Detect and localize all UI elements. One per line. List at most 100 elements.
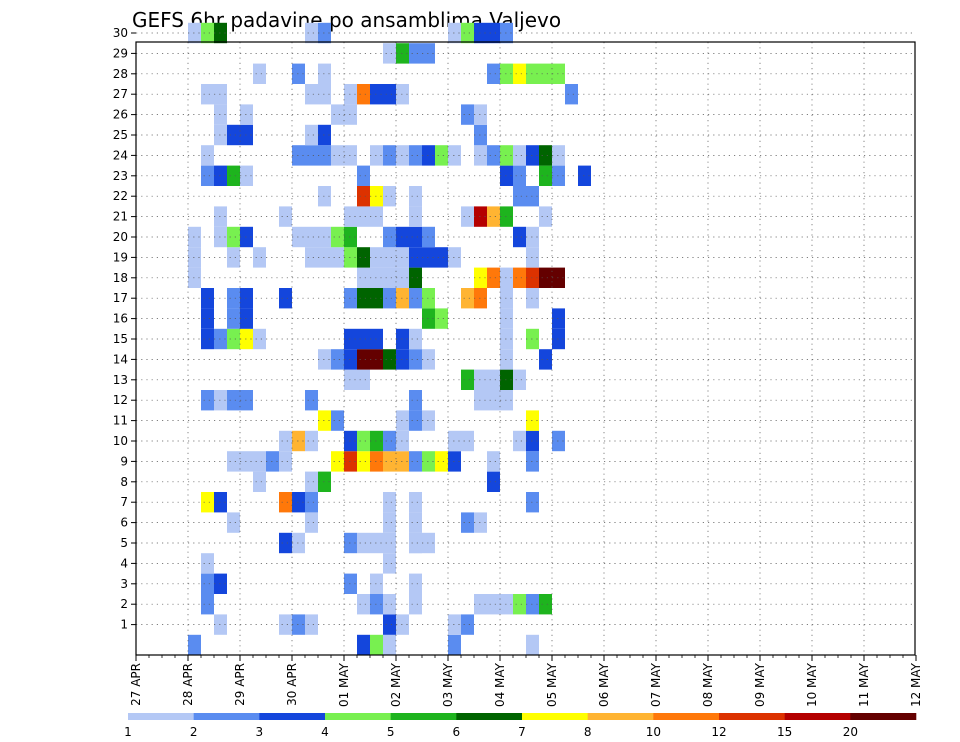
heatmap-cell — [474, 369, 487, 390]
heatmap-cell — [357, 288, 370, 309]
legend-swatch — [456, 713, 523, 720]
heatmap-cell — [305, 22, 318, 44]
heatmap-cell — [396, 349, 409, 370]
x-tick-label: 29 APR — [233, 663, 247, 706]
heatmap-cell — [201, 390, 214, 411]
heatmap-cell — [539, 165, 552, 186]
heatmap-cell — [344, 573, 357, 594]
heatmap-cell — [487, 63, 500, 84]
heatmap-cell — [188, 247, 201, 268]
heatmap-cell — [448, 22, 461, 44]
heatmap-cell — [422, 532, 435, 554]
heatmap-cell — [214, 328, 227, 350]
heatmap-cell — [448, 634, 461, 656]
heatmap-cell — [305, 124, 318, 146]
heatmap-cell — [214, 124, 227, 146]
heatmap-cell — [422, 349, 435, 370]
heatmap-cell — [396, 614, 409, 635]
heatmap-cell — [500, 165, 513, 186]
y-tick-label: 20 — [113, 230, 128, 244]
heatmap-cell — [214, 573, 227, 594]
heatmap-cell — [292, 63, 305, 84]
heatmap-cell — [370, 573, 383, 594]
heatmap-cell — [201, 165, 214, 186]
heatmap-cell — [357, 594, 370, 615]
heatmap-cell — [422, 308, 435, 329]
heatmap-cell — [409, 390, 422, 411]
heatmap-cell — [383, 634, 396, 656]
x-tick-label: 28 APR — [181, 663, 195, 706]
heatmap-cell — [487, 594, 500, 615]
heatmap-cell — [526, 430, 539, 452]
color-legend: 1 2 3 4 5 6 7 8 10 12 15 20 — [124, 713, 917, 739]
heatmap-cell — [318, 186, 331, 207]
heatmap-cells — [188, 22, 591, 656]
heatmap-cell — [357, 165, 370, 186]
x-tick-label: 06 MAY — [597, 662, 611, 707]
heatmap-cell — [448, 430, 461, 452]
heatmap-cell — [214, 22, 227, 44]
heatmap-cell — [552, 165, 565, 186]
y-tick-label: 6 — [120, 516, 128, 530]
heatmap-cell — [422, 247, 435, 268]
heatmap-cell — [240, 308, 253, 329]
heatmap-cell — [461, 614, 474, 635]
heatmap-cell — [526, 634, 539, 656]
heatmap-cell — [357, 186, 370, 207]
y-tick-label: 13 — [113, 373, 128, 387]
y-tick-label: 16 — [113, 312, 128, 326]
heatmap-cell — [331, 247, 344, 268]
heatmap-cell — [409, 349, 422, 370]
y-tick-label: 26 — [113, 108, 128, 122]
heatmap-cell — [526, 145, 539, 166]
y-tick-label: 1 — [120, 618, 128, 632]
y-tick-label: 17 — [113, 291, 128, 305]
heatmap-cell — [266, 451, 279, 472]
heatmap-cell — [370, 186, 383, 207]
heatmap-cell — [370, 247, 383, 268]
heatmap-cell — [227, 390, 240, 411]
heatmap-cell — [357, 430, 370, 452]
heatmap-cell — [552, 328, 565, 350]
x-tick-label: 12 MAY — [909, 662, 923, 707]
heatmap-cell — [383, 451, 396, 472]
heatmap-cell — [500, 308, 513, 329]
y-tick-label: 12 — [113, 393, 128, 407]
heatmap-cell — [409, 532, 422, 554]
x-tick-label: 09 MAY — [753, 662, 767, 707]
heatmap-cell — [461, 288, 474, 309]
y-tick-label: 18 — [113, 271, 128, 285]
heatmap-cell — [370, 430, 383, 452]
heatmap-cell — [448, 451, 461, 472]
heatmap-cell — [344, 532, 357, 554]
x-tick-label: 04 MAY — [493, 662, 507, 707]
heatmap-cell — [240, 288, 253, 309]
heatmap-cell — [513, 594, 526, 615]
heatmap-cell — [500, 369, 513, 390]
heatmap-cell — [383, 43, 396, 64]
heatmap-cell — [227, 512, 240, 533]
heatmap-cell — [201, 22, 214, 44]
legend-swatch — [325, 713, 391, 720]
heatmap-cell — [409, 573, 422, 594]
heatmap-cell — [201, 145, 214, 166]
heatmap-cell — [500, 594, 513, 615]
heatmap-cell — [565, 84, 578, 105]
heatmap-cell — [318, 471, 331, 492]
heatmap-cell — [396, 247, 409, 268]
heatmap-cell — [461, 512, 474, 533]
heatmap-cell — [383, 288, 396, 309]
heatmap-cell — [240, 390, 253, 411]
heatmap-cell — [331, 145, 344, 166]
heatmap-cell — [344, 247, 357, 268]
heatmap-cell — [331, 104, 344, 125]
heatmap-cell — [279, 430, 292, 452]
heatmap-cell — [526, 328, 539, 350]
heatmap-cell — [448, 145, 461, 166]
heatmap-cell — [539, 267, 552, 288]
heatmap-cell — [253, 451, 266, 472]
heatmap-cell — [292, 614, 305, 635]
heatmap-cell — [357, 349, 370, 370]
heatmap-cell — [422, 410, 435, 431]
